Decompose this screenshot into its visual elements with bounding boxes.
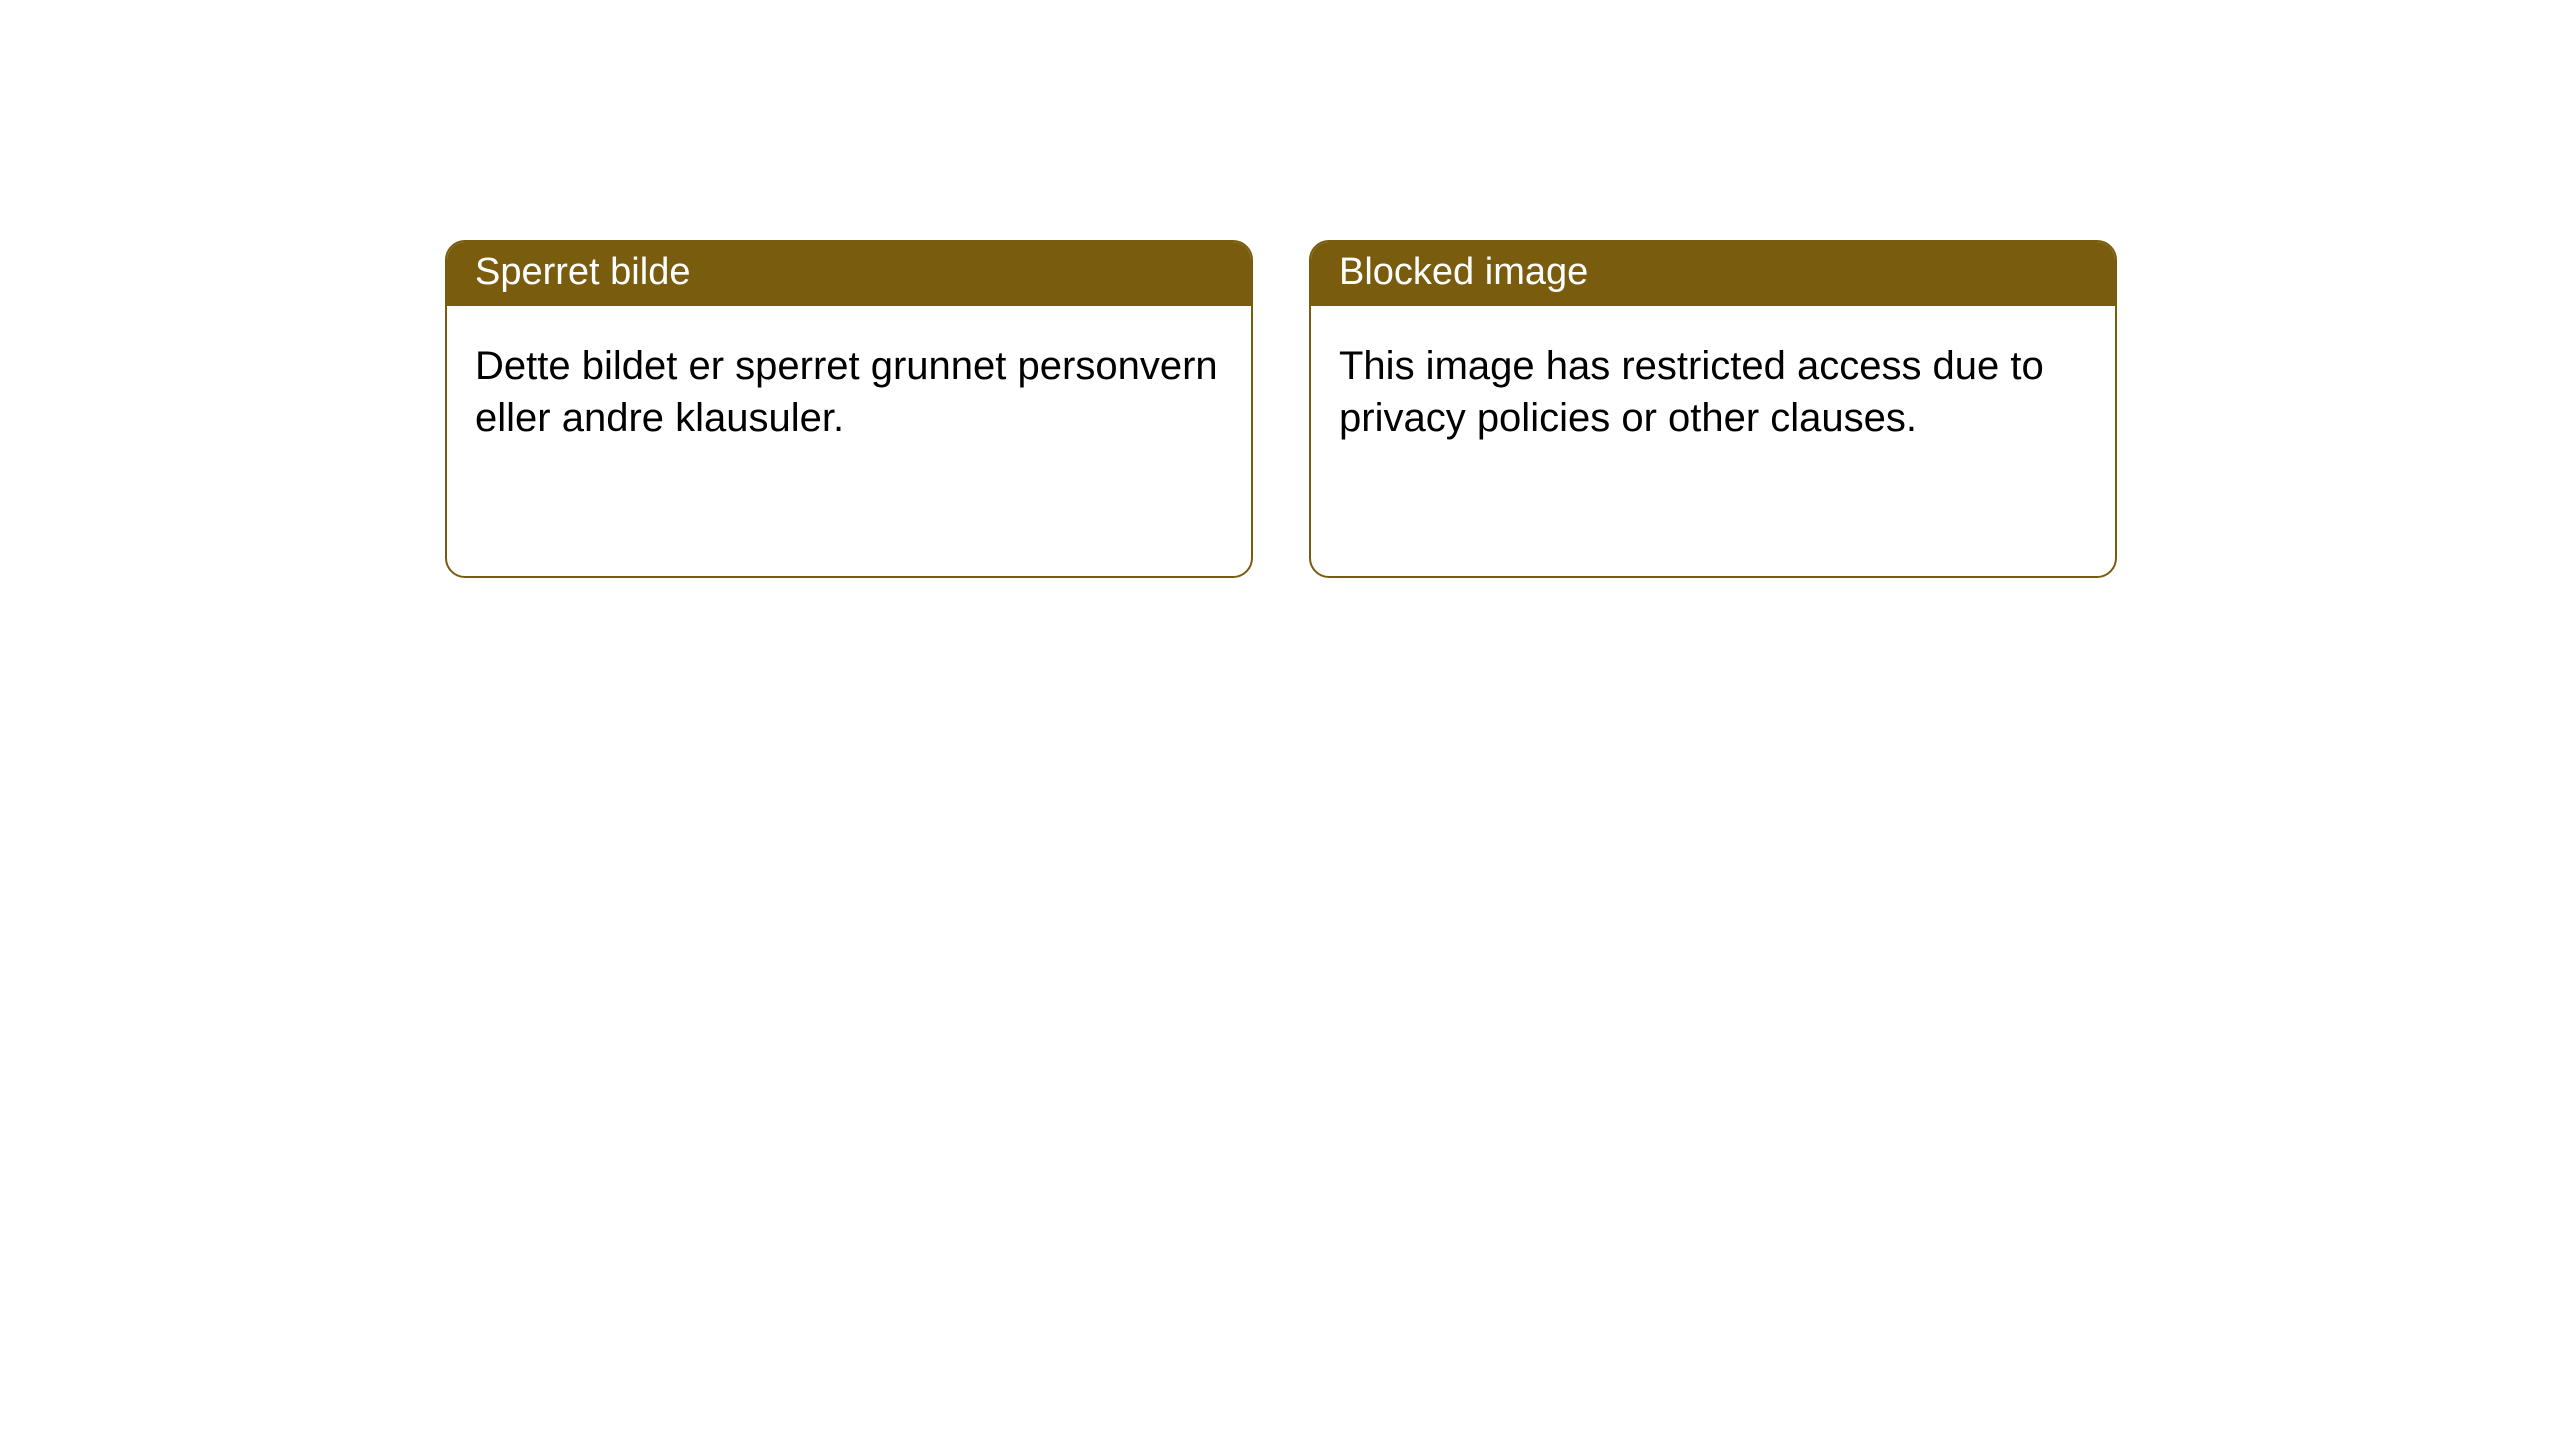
card-body-text: This image has restricted access due to …: [1339, 344, 2044, 440]
card-title: Blocked image: [1339, 251, 1588, 293]
card-body: Dette bildet er sperret grunnet personve…: [447, 306, 1251, 472]
card-title: Sperret bilde: [475, 251, 690, 293]
card-header: Blocked image: [1311, 242, 2115, 306]
card-container: Sperret bilde Dette bildet er sperret gr…: [0, 0, 2560, 578]
card-header: Sperret bilde: [447, 242, 1251, 306]
blocked-image-card-en: Blocked image This image has restricted …: [1309, 240, 2117, 578]
card-body: This image has restricted access due to …: [1311, 306, 2115, 472]
blocked-image-card-no: Sperret bilde Dette bildet er sperret gr…: [445, 240, 1253, 578]
card-body-text: Dette bildet er sperret grunnet personve…: [475, 344, 1218, 440]
